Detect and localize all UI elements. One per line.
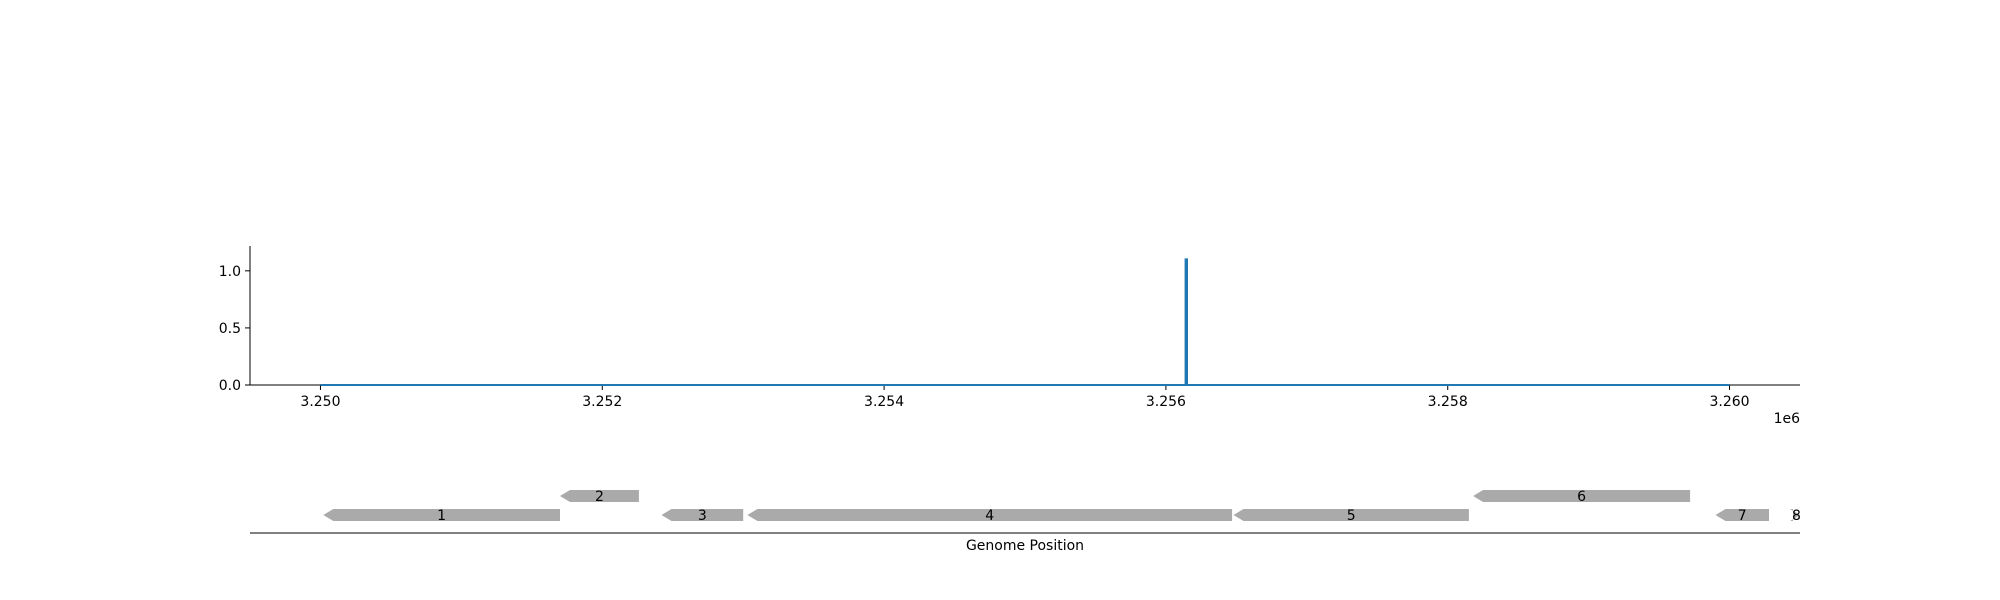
gene-feature-label: 7 xyxy=(1738,508,1747,524)
gene-feature-arrow xyxy=(1715,509,1769,521)
gene-feature-label: 1 xyxy=(437,508,446,524)
x-tick-label: 3.252 xyxy=(582,394,622,410)
gene-feature-arrow xyxy=(1473,490,1691,502)
signal-series-line xyxy=(320,258,1730,386)
y-tick-label: 0.5 xyxy=(219,321,241,337)
gene-feature-label: 8 xyxy=(1792,508,1801,524)
x-tick-label: 3.250 xyxy=(300,394,340,410)
x-tick-label: 3.254 xyxy=(864,394,904,410)
x-tick-label: 3.258 xyxy=(1428,394,1468,410)
gene-feature-arrow xyxy=(1790,509,1800,521)
y-tick-label: 0.0 xyxy=(219,378,241,394)
x-axis-offset-label: 1e6 xyxy=(1774,411,1801,427)
gene-feature-label: 4 xyxy=(985,508,994,524)
x-tick-label: 3.256 xyxy=(1146,394,1186,410)
y-axis-ticks: 0.0 0.5 1.0 xyxy=(219,264,250,394)
gene-track: 1 2 3 4 5 6 7 8 Genome Position xyxy=(250,489,1801,554)
gene-feature-label: 2 xyxy=(595,489,604,505)
gene-feature-arrow xyxy=(323,509,560,521)
gene-feature-arrow xyxy=(747,509,1233,521)
gene-feature-label: 5 xyxy=(1347,508,1356,524)
gene-feature-label: 3 xyxy=(698,508,707,524)
x-tick-label: 3.260 xyxy=(1709,394,1749,410)
genome-position-label: Genome Position xyxy=(966,538,1084,554)
y-tick-label: 1.0 xyxy=(219,264,241,280)
gene-features: 1 2 3 4 5 6 7 8 xyxy=(323,489,1801,524)
gene-feature-arrow xyxy=(661,509,744,521)
gene-feature-label: 6 xyxy=(1577,489,1586,505)
gene-feature-arrow xyxy=(1233,509,1469,521)
signal-plot: 0.0 0.5 1.0 3.250 3.252 3.254 3.256 3.258 3.260… xyxy=(219,246,1800,427)
x-axis-ticks: 3.250 3.252 3.254 3.256 3.258 3.260 xyxy=(300,385,1750,410)
gene-feature-arrow xyxy=(560,490,639,502)
